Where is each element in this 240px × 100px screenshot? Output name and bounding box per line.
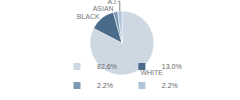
svg-text:ASIAN: ASIAN	[93, 5, 114, 12]
svg-text:13.0%: 13.0%	[162, 63, 182, 70]
svg-text:82.6%: 82.6%	[97, 63, 117, 70]
svg-text:WHITE: WHITE	[140, 69, 163, 76]
svg-text:BLACK: BLACK	[77, 13, 100, 20]
svg-text:2.2%: 2.2%	[97, 82, 113, 89]
svg-text:2.2%: 2.2%	[162, 82, 178, 89]
svg-text:A.I.: A.I.	[107, 0, 118, 5]
